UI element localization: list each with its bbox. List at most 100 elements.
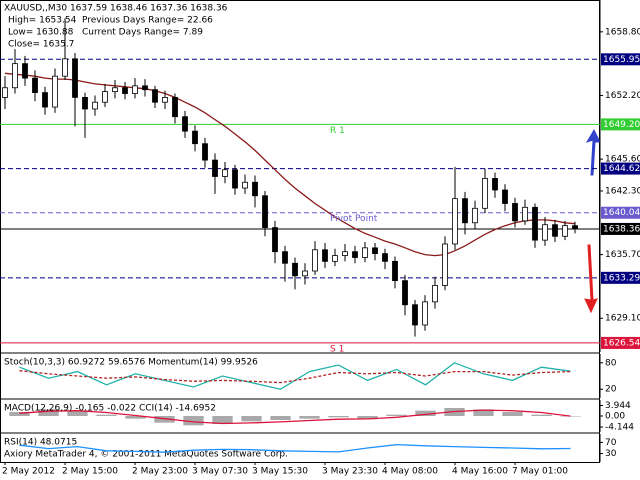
candle-body: [542, 224, 548, 241]
candle-body: [342, 251, 348, 256]
histogram-bar: [38, 409, 59, 416]
level-label: 1644.62: [603, 164, 640, 174]
y-tick-label: -4.144: [605, 423, 634, 433]
candle-body: [132, 85, 138, 94]
candle-body: [442, 243, 448, 286]
histogram-bar: [270, 416, 291, 420]
histogram-bar: [183, 416, 204, 426]
candle-body: [312, 249, 318, 272]
candle-body: [162, 97, 168, 103]
y-tick-label: 20: [605, 385, 617, 395]
level-label-box: [601, 336, 640, 349]
info-text: Close= 1635.7: [8, 40, 74, 50]
candle-body: [452, 198, 458, 245]
candle-body: [572, 225, 578, 230]
candle-body: [412, 304, 418, 326]
candle-body: [112, 87, 118, 93]
down-arrow: [584, 244, 598, 314]
candle-body: [212, 159, 218, 177]
candle-body: [172, 97, 178, 118]
candle-body: [382, 253, 388, 262]
candle-body: [432, 285, 438, 303]
level-label: 1649.20: [603, 120, 640, 130]
chart-title: RSI(14) 48.0715: [4, 438, 77, 448]
histogram-bar: [357, 416, 378, 420]
histogram-bar: [67, 410, 88, 416]
candle-body: [272, 227, 278, 253]
candle-body: [552, 224, 558, 237]
candle-body: [2, 87, 8, 98]
candle-body: [352, 251, 358, 258]
candle-body: [532, 206, 538, 241]
info-text: High= 1653.54: [8, 16, 77, 26]
level-label-box: [601, 206, 640, 219]
level-note: Pivot Point: [330, 214, 378, 224]
indicator-line: [19, 409, 571, 425]
moving-average: [4, 72, 576, 257]
level-label-box: [601, 162, 640, 175]
histogram-bar: [531, 414, 552, 416]
candle-body: [262, 195, 268, 228]
candle-body: [482, 178, 488, 209]
candle-body: [182, 116, 188, 132]
candle-body: [302, 270, 308, 277]
x-tick-label: 3 May 07:30: [192, 467, 248, 477]
level-note: R 1: [330, 126, 345, 136]
candle-body: [22, 63, 28, 79]
candle-body: [32, 77, 38, 93]
x-tick-label: 3 May 15:30: [252, 467, 308, 477]
candle-body: [142, 85, 148, 91]
y-tick-label: 1629.10: [605, 314, 640, 324]
candle-body: [562, 225, 568, 237]
y-tick-label: 30: [605, 449, 617, 459]
y-tick-label: 1645.60: [605, 155, 640, 165]
histogram-bar: [9, 412, 30, 416]
level-label: 1655.95: [603, 55, 640, 65]
candle-body: [232, 169, 238, 189]
candle-body: [242, 181, 248, 189]
candle-body: [222, 169, 228, 177]
candle-body: [292, 262, 298, 277]
candle-body: [502, 189, 508, 204]
level-label: 1626.54: [603, 338, 640, 348]
candle-body: [202, 143, 208, 161]
footer: Axiory MetaTrader 4, © 2001-2011 MetaQuo…: [4, 450, 288, 460]
indicator-line: [19, 370, 571, 384]
x-tick-label: 4 May 16:00: [452, 467, 508, 477]
candle-body: [62, 58, 68, 77]
level-label-box: [601, 222, 640, 235]
candle-body: [82, 97, 88, 110]
candle-body: [392, 260, 398, 282]
candle-body: [52, 75, 58, 108]
candle-body: [492, 178, 498, 191]
candle-body: [512, 203, 518, 222]
info-text: Low= 1630.88: [8, 28, 74, 38]
candle-body: [252, 181, 258, 197]
level-label-box: [601, 118, 640, 131]
info-text: Previous Days Range= 22.66: [82, 16, 213, 26]
histogram-bar: [473, 409, 494, 416]
histogram-bar: [212, 416, 233, 424]
histogram-bar: [328, 416, 349, 418]
histogram-bar: [560, 416, 581, 417]
candle-body: [12, 63, 18, 89]
x-tick-label: 7 May 01:00: [512, 467, 568, 477]
candle-body: [422, 301, 428, 326]
chart-title: MACD(12,26,9) -0.165 -0.022 CCI(14) -14.…: [4, 404, 216, 414]
x-tick-label: 2 May 15:00: [62, 467, 118, 477]
chart-title: Stoch(10,3,3) 60.9272 59.6576 Momentum(1…: [4, 358, 258, 368]
candle-body: [362, 247, 368, 258]
histogram-bar: [299, 416, 320, 419]
histogram-bar: [96, 414, 117, 416]
level-label-box: [601, 271, 640, 284]
candle-body: [102, 91, 108, 103]
candle-body: [192, 130, 198, 145]
indicator-line: [19, 443, 571, 453]
histogram-bar: [386, 414, 407, 416]
y-tick-label: 70: [605, 438, 617, 448]
up-arrow: [585, 128, 601, 176]
y-tick-label: 1652.20: [605, 91, 640, 101]
info-text: Current Days Range= 7.89: [82, 28, 203, 38]
y-tick-label: 1635.70: [605, 250, 640, 260]
